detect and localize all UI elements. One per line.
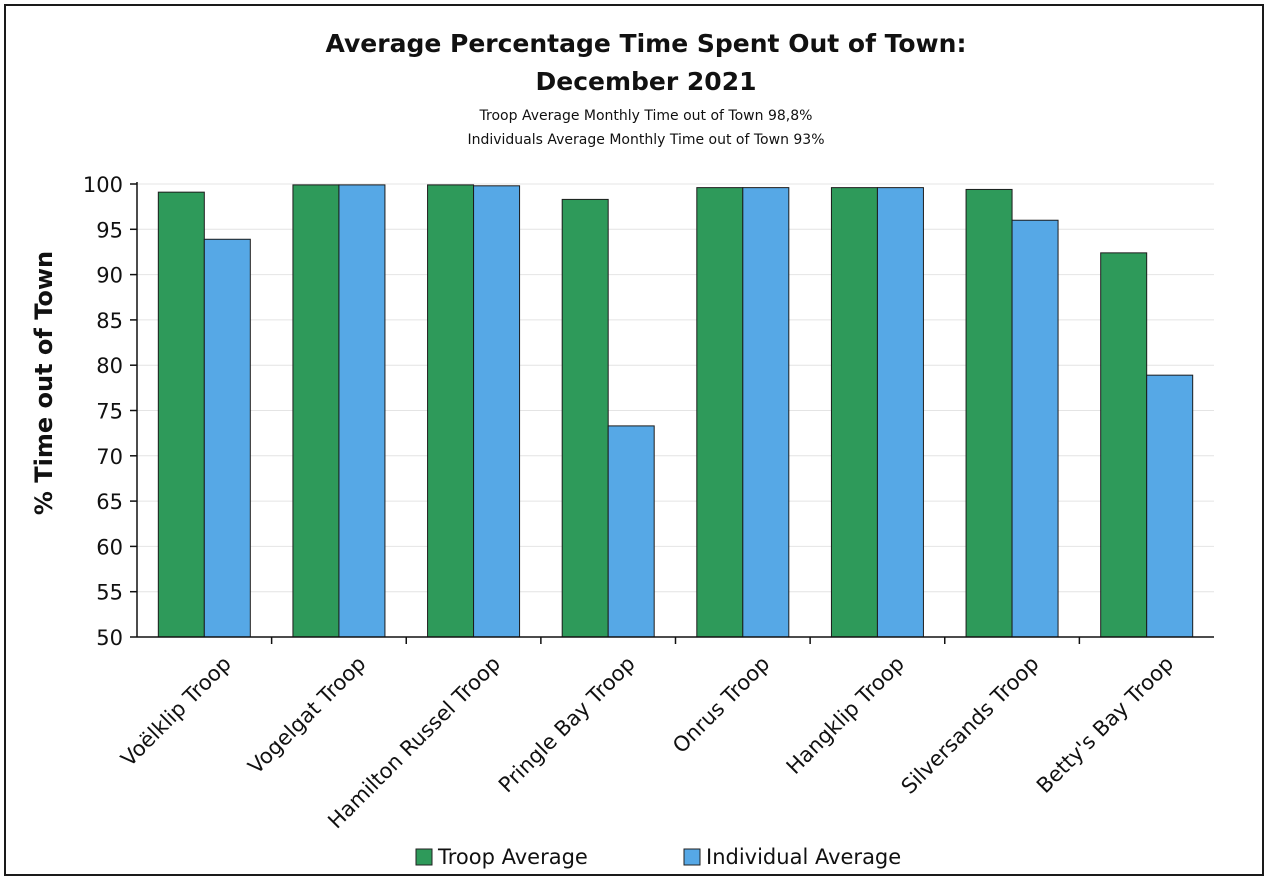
- y-tick-label: 60: [96, 535, 123, 559]
- chart-frame: Average Percentage Time Spent Out of Tow…: [4, 4, 1264, 876]
- chart-title-line-1: Average Percentage Time Spent Out of Tow…: [326, 29, 967, 58]
- y-tick-label: 75: [96, 400, 123, 424]
- bar-troop-average-hamilton-russel-troop: [427, 184, 475, 638]
- y-tick-label: 85: [96, 309, 123, 333]
- x-category-label-vogelgat-troop: Vogelgat Troop: [243, 652, 370, 779]
- y-tick-label: 90: [96, 264, 123, 288]
- legend-swatch-troop-average: [415, 848, 433, 866]
- axes: [130, 182, 1214, 644]
- y-tick-label: 70: [96, 445, 123, 469]
- y-tick-label: 65: [96, 490, 123, 514]
- bar-individual-average-hamilton-russel-troop: [473, 185, 521, 638]
- y-tick-label: 100: [83, 173, 123, 197]
- bar-individual-average-voelklip-troop: [203, 238, 251, 638]
- x-category-label-onrus-troop: Onrus Troop: [668, 652, 774, 758]
- y-axis-title: % Time out of Town: [30, 251, 58, 515]
- x-category-label-voelklip-troop: Voëlklip Troop: [116, 652, 236, 772]
- legend-label-individual-average: Individual Average: [706, 845, 901, 869]
- bar-troop-average-hangklip-troop: [830, 187, 878, 638]
- chart-subtitle-line-2: Individuals Average Monthly Time out of …: [467, 132, 824, 148]
- bar-individual-average-betty-s-bay-troop: [1146, 374, 1194, 638]
- bar-individual-average-onrus-troop: [742, 187, 790, 638]
- bar-troop-average-pringle-bay-troop: [561, 198, 609, 638]
- bar-individual-average-hangklip-troop: [876, 187, 924, 638]
- chart-title-line-2: December 2021: [536, 67, 757, 96]
- bar-troop-average-onrus-troop: [696, 187, 744, 638]
- y-tick-label: 50: [96, 626, 123, 650]
- x-category-label-hangklip-troop: Hangklip Troop: [782, 652, 909, 779]
- bar-chart: Average Percentage Time Spent Out of Tow…: [30, 29, 1214, 869]
- bar-troop-average-vogelgat-troop: [292, 184, 340, 638]
- y-tick-labels: 50 55 60 65 70 75 80 85 90 95 100: [83, 173, 123, 650]
- chart-subtitle-line-1: Troop Average Monthly Time out of Town 9…: [479, 108, 813, 124]
- y-tick-label: 95: [96, 218, 123, 242]
- legend: Troop Average Individual Average: [415, 845, 901, 869]
- legend-label-troop-average: Troop Average: [437, 845, 588, 869]
- legend-swatch-individual-average: [683, 848, 701, 866]
- x-category-label-pringle-bay-troop: Pringle Bay Troop: [494, 652, 640, 798]
- x-category-label-silversands-troop: Silversands Troop: [897, 652, 1044, 799]
- bar-troop-average-betty-s-bay-troop: [1100, 252, 1148, 638]
- bar-individual-average-pringle-bay-troop: [607, 425, 655, 638]
- x-category-label-betty-s-bay-troop: Betty's Bay Troop: [1032, 652, 1178, 798]
- y-tick-label: 55: [96, 581, 123, 605]
- y-tick-label: 80: [96, 354, 123, 378]
- bar-troop-average-silversands-troop: [965, 188, 1013, 638]
- bar-troop-average-voelklip-troop: [157, 191, 205, 638]
- bar-individual-average-silversands-troop: [1011, 219, 1059, 638]
- bar-individual-average-vogelgat-troop: [338, 184, 386, 638]
